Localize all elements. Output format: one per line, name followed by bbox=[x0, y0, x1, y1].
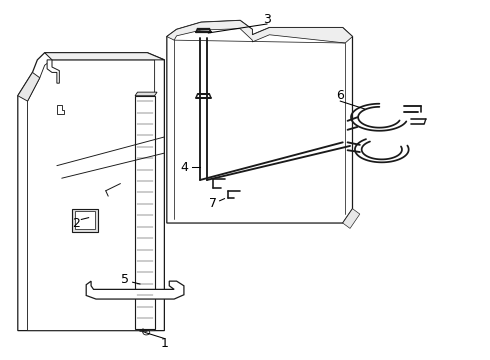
Polygon shape bbox=[167, 21, 352, 223]
Polygon shape bbox=[135, 96, 155, 329]
Text: 3: 3 bbox=[263, 13, 271, 26]
Text: 5: 5 bbox=[122, 273, 129, 286]
Polygon shape bbox=[72, 209, 98, 232]
Polygon shape bbox=[135, 92, 157, 96]
Polygon shape bbox=[167, 21, 352, 43]
Polygon shape bbox=[18, 53, 164, 330]
Text: 6: 6 bbox=[336, 89, 344, 102]
Text: 1: 1 bbox=[160, 337, 169, 350]
Polygon shape bbox=[75, 211, 95, 229]
Polygon shape bbox=[27, 60, 155, 330]
Text: 7: 7 bbox=[209, 197, 217, 210]
Polygon shape bbox=[57, 105, 64, 114]
Polygon shape bbox=[47, 60, 59, 83]
Polygon shape bbox=[343, 209, 360, 228]
Polygon shape bbox=[45, 53, 164, 60]
Text: 2: 2 bbox=[73, 216, 80, 230]
Polygon shape bbox=[86, 281, 184, 299]
Text: 4: 4 bbox=[180, 161, 188, 174]
Polygon shape bbox=[18, 72, 40, 101]
